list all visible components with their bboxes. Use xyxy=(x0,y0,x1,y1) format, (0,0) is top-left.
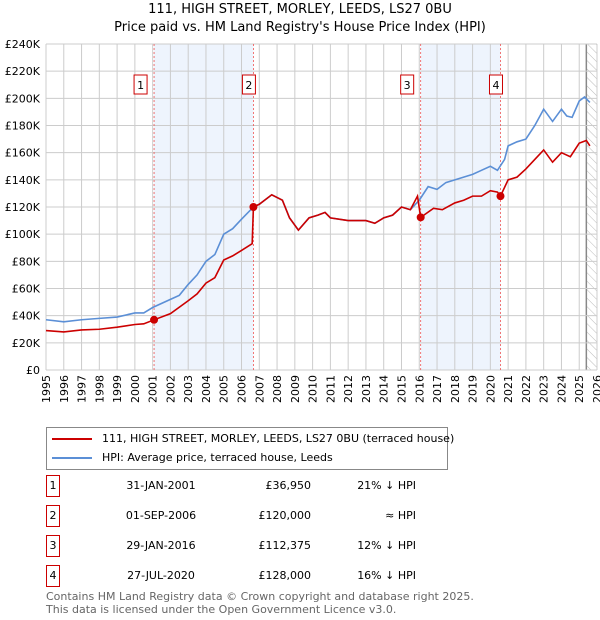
legend-blue-line xyxy=(52,456,92,459)
sale-label: 4 xyxy=(492,79,499,92)
x-tick-label: 2012 xyxy=(342,375,355,403)
x-tick-label: 2025 xyxy=(573,375,586,403)
x-tick-label: 2017 xyxy=(431,375,444,403)
y-tick-label: £80K xyxy=(12,255,41,268)
y-tick-label: £0 xyxy=(26,364,40,377)
sale-label: 1 xyxy=(137,79,144,92)
chart-title: 111, HIGH STREET, MORLEY, LEEDS, LS27 0B… xyxy=(148,2,452,17)
sale-row: 4 27-JUL-2020 £128,000 16% ↓ HPI xyxy=(46,565,600,587)
x-tick-label: 2010 xyxy=(307,375,320,403)
sale-hpi: 21% ↓ HPI xyxy=(357,479,416,492)
x-tick-label: 2006 xyxy=(236,375,249,403)
sale-row: 1 31-JAN-2001 £36,950 21% ↓ HPI xyxy=(46,475,600,497)
y-tick-label: £200K xyxy=(5,92,41,105)
x-tick-label: 2015 xyxy=(395,375,408,403)
y-tick-label: £40K xyxy=(12,310,41,323)
legend: 111, HIGH STREET, MORLEY, LEEDS, LS27 0B… xyxy=(46,427,454,470)
sale-row: 3 29-JAN-2016 £112,375 12% ↓ HPI xyxy=(46,535,600,557)
sale-label-box xyxy=(241,74,256,95)
sale-number: 3 xyxy=(46,535,60,557)
y-tick-label: £160K xyxy=(5,147,41,160)
sale-label: 3 xyxy=(404,79,411,92)
x-tick-label: 2008 xyxy=(271,375,284,403)
footer-line2: This data is licensed under the Open Gov… xyxy=(46,603,397,616)
sale-point xyxy=(416,213,425,222)
price-chart: 1995 1996 1997 1998 1999 2000 2001 2002 2003 2004… xyxy=(5,38,600,403)
y-tick-label: £60K xyxy=(12,283,41,296)
sale-hpi: 16% ↓ HPI xyxy=(357,569,416,582)
y-tick-label: £180K xyxy=(5,120,41,133)
x-tick-label: 2013 xyxy=(360,375,373,403)
legend-property: 111, HIGH STREET, MORLEY, LEEDS, LS27 0B… xyxy=(102,432,455,445)
chart-subtitle: Price paid vs. HM Land Registry's House … xyxy=(114,20,486,35)
y-tick-label: £100K xyxy=(5,228,41,241)
x-tick-label: 2011 xyxy=(324,375,337,403)
sale-label-box xyxy=(488,74,503,95)
x-tick-label: 2020 xyxy=(484,375,497,403)
x-tick-label: 2004 xyxy=(200,375,213,403)
sale-price: £128,000 xyxy=(258,569,312,582)
x-tick-label: 2000 xyxy=(129,375,142,403)
x-tick-label: 2001 xyxy=(147,375,160,403)
x-tick-label: 2016 xyxy=(413,375,426,403)
x-tick-label: 1996 xyxy=(58,375,71,403)
sale-price: £112,375 xyxy=(258,539,312,552)
sale-date: 27-JUL-2020 xyxy=(127,569,195,582)
y-tick-label: £120K xyxy=(5,201,41,214)
x-tick-label: 2023 xyxy=(538,375,551,403)
sale-number: 1 xyxy=(46,475,60,497)
x-tick-label: 2003 xyxy=(182,375,195,403)
sale-date: 29-JAN-2016 xyxy=(126,539,196,552)
x-tick-label: 2002 xyxy=(164,375,177,403)
x-tick-label: 2026 xyxy=(591,375,600,403)
legend-hpi: HPI: Average price, terraced house, Leed… xyxy=(102,451,333,464)
y-tick-label: £20K xyxy=(12,337,41,350)
sale-point xyxy=(496,192,505,201)
sale-number: 4 xyxy=(46,565,60,587)
sale-label-box xyxy=(400,74,415,95)
x-tick-label: 2019 xyxy=(467,375,480,403)
x-tick-label: 1997 xyxy=(76,375,89,403)
y-tick-label: £220K xyxy=(5,65,41,78)
sale-point xyxy=(150,315,159,324)
x-tick-label: 2022 xyxy=(520,375,533,403)
property-price-line xyxy=(45,139,591,333)
x-tick-label: 2024 xyxy=(555,375,568,403)
x-tick-label: 2014 xyxy=(378,375,391,403)
sale-price: £36,950 xyxy=(265,479,312,492)
footer-line1: Contains HM Land Registry data © Crown c… xyxy=(46,590,474,603)
sale-number: 2 xyxy=(46,505,60,527)
y-tick-label: £240K xyxy=(5,38,41,51)
x-tick-label: 1995 xyxy=(40,375,53,403)
sale-row: 2 01-SEP-2006 £120,000 ≈ HPI xyxy=(46,505,600,527)
x-tick-label: 2018 xyxy=(449,375,462,403)
sale-hpi: ≈ HPI xyxy=(385,509,416,522)
x-tick-label: 2007 xyxy=(253,375,266,403)
x-tick-label: 2021 xyxy=(502,375,515,403)
y-tick-label: £140K xyxy=(5,174,41,187)
x-tick-label: 1998 xyxy=(93,375,106,403)
sale-label-box xyxy=(133,74,148,95)
sale-label: 2 xyxy=(245,79,252,92)
sale-date: 31-JAN-2001 xyxy=(126,479,196,492)
x-tick-label: 2005 xyxy=(218,375,231,403)
sale-price: £120,000 xyxy=(258,509,312,522)
sale-date: 01-SEP-2006 xyxy=(125,509,197,522)
sale-point xyxy=(249,203,258,211)
x-tick-label: 2009 xyxy=(289,375,302,403)
sale-hpi: 12% ↓ HPI xyxy=(357,539,416,552)
footer: Contains HM Land Registry data © Crown c… xyxy=(46,590,474,616)
x-tick-label: 1999 xyxy=(111,375,124,403)
legend-red-line xyxy=(52,437,92,440)
